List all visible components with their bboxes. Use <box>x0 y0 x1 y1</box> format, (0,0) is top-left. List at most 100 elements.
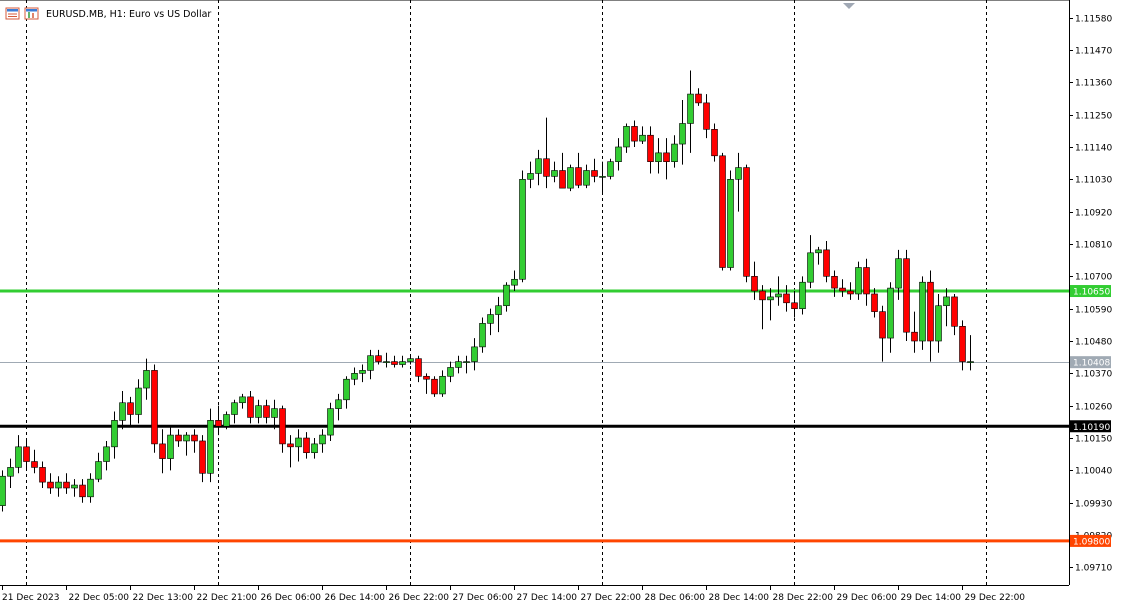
candle-body <box>263 405 270 418</box>
candle-body <box>639 134 646 142</box>
candle-body <box>159 443 166 459</box>
candle <box>135 379 142 424</box>
candle <box>815 246 822 265</box>
candle <box>167 426 174 471</box>
candle-body <box>519 179 526 280</box>
candle <box>31 449 38 474</box>
candle-body <box>511 278 518 286</box>
candle <box>367 349 374 380</box>
candle <box>271 399 278 430</box>
price-tick-label: 1.11360 <box>1075 79 1112 89</box>
candle-body <box>599 176 606 178</box>
candle <box>671 135 678 168</box>
candle <box>39 461 46 488</box>
candle-body <box>695 93 702 104</box>
time-tick-label: 26 Dec 14:00 <box>325 593 386 603</box>
candle-body <box>727 179 734 268</box>
candle <box>511 270 518 292</box>
candle <box>391 355 398 368</box>
candle <box>559 152 566 189</box>
candle-body <box>119 402 126 421</box>
candle-body <box>479 323 486 348</box>
time-tick-label: 29 Dec 06:00 <box>837 593 898 603</box>
candle-body <box>687 93 694 124</box>
price-badge <box>1070 356 1111 369</box>
chart-shift-marker[interactable] <box>843 3 855 9</box>
candle <box>807 235 814 289</box>
price-tick-label: 1.11470 <box>1075 47 1112 57</box>
price-tick-label: 1.10590 <box>1075 306 1112 316</box>
candle <box>335 393 342 421</box>
candle-body <box>735 167 742 180</box>
candle-body <box>703 102 710 130</box>
candle <box>311 438 318 459</box>
candle <box>783 285 790 312</box>
candle-body <box>551 170 558 177</box>
candle <box>775 276 782 306</box>
candle-body <box>879 311 886 339</box>
candle-body <box>47 481 54 489</box>
candle <box>799 276 806 315</box>
candle <box>679 99 686 165</box>
time-tick-label: 27 Dec 06:00 <box>453 593 514 603</box>
candle-body <box>95 461 102 480</box>
candle-body <box>647 134 654 162</box>
candle <box>631 120 638 147</box>
price-tick-label: 1.10700 <box>1075 273 1112 283</box>
time-tick-label: 26 Dec 22:00 <box>389 593 450 603</box>
candle <box>351 367 358 386</box>
candle-body <box>111 420 118 448</box>
price-tick-label: 1.09710 <box>1075 564 1112 574</box>
candle-body <box>367 355 374 371</box>
candle <box>583 164 590 189</box>
candle-body <box>863 267 870 295</box>
candle-body <box>407 358 414 362</box>
candle <box>63 473 70 494</box>
candle <box>287 435 294 468</box>
price-badge <box>1070 285 1111 298</box>
candle-body <box>319 434 326 445</box>
candle-body <box>151 370 158 445</box>
price-badge <box>1070 534 1111 547</box>
candle <box>295 429 302 462</box>
candle <box>719 152 726 271</box>
time-tick-label: 22 Dec 05:00 <box>69 593 130 603</box>
candle <box>551 161 558 183</box>
candle-body <box>199 440 206 474</box>
price-badges: 1.10650 1.10190 1.09800 1.10408 <box>1070 285 1111 547</box>
candle-body <box>911 331 918 342</box>
candle <box>543 117 550 189</box>
candle-body <box>919 281 926 342</box>
candle <box>463 355 470 374</box>
candle <box>767 288 774 321</box>
candle-body <box>0 475 6 506</box>
chart-title: EURUSD.MB, H1: Euro vs US Dollar <box>46 9 211 20</box>
candle <box>607 158 614 180</box>
candles <box>0 70 974 512</box>
candle <box>199 435 206 483</box>
candle-body <box>375 355 382 362</box>
candle-body <box>799 281 806 309</box>
price-tick-label: 1.11140 <box>1075 144 1112 154</box>
price-tick-label: 1.11030 <box>1075 176 1112 186</box>
candle-body <box>87 478 94 498</box>
candle <box>735 152 742 212</box>
candle <box>743 164 750 283</box>
candle-body <box>335 399 342 409</box>
candle <box>759 285 766 330</box>
candle-body <box>383 361 390 363</box>
candle <box>231 399 238 424</box>
candle-body <box>831 276 838 289</box>
candle-body <box>191 434 198 442</box>
candle <box>447 361 454 383</box>
candle-body <box>127 402 134 415</box>
candle <box>711 123 718 162</box>
candle-body <box>711 129 718 157</box>
time-axis[interactable]: 21 Dec 2023 22 Dec 05:00 22 Dec 13:00 22 De… <box>2 585 1025 603</box>
candle <box>399 355 406 368</box>
candle-body <box>247 396 254 418</box>
candle-body <box>231 402 238 415</box>
candle <box>103 440 110 471</box>
candle-body <box>935 305 942 342</box>
